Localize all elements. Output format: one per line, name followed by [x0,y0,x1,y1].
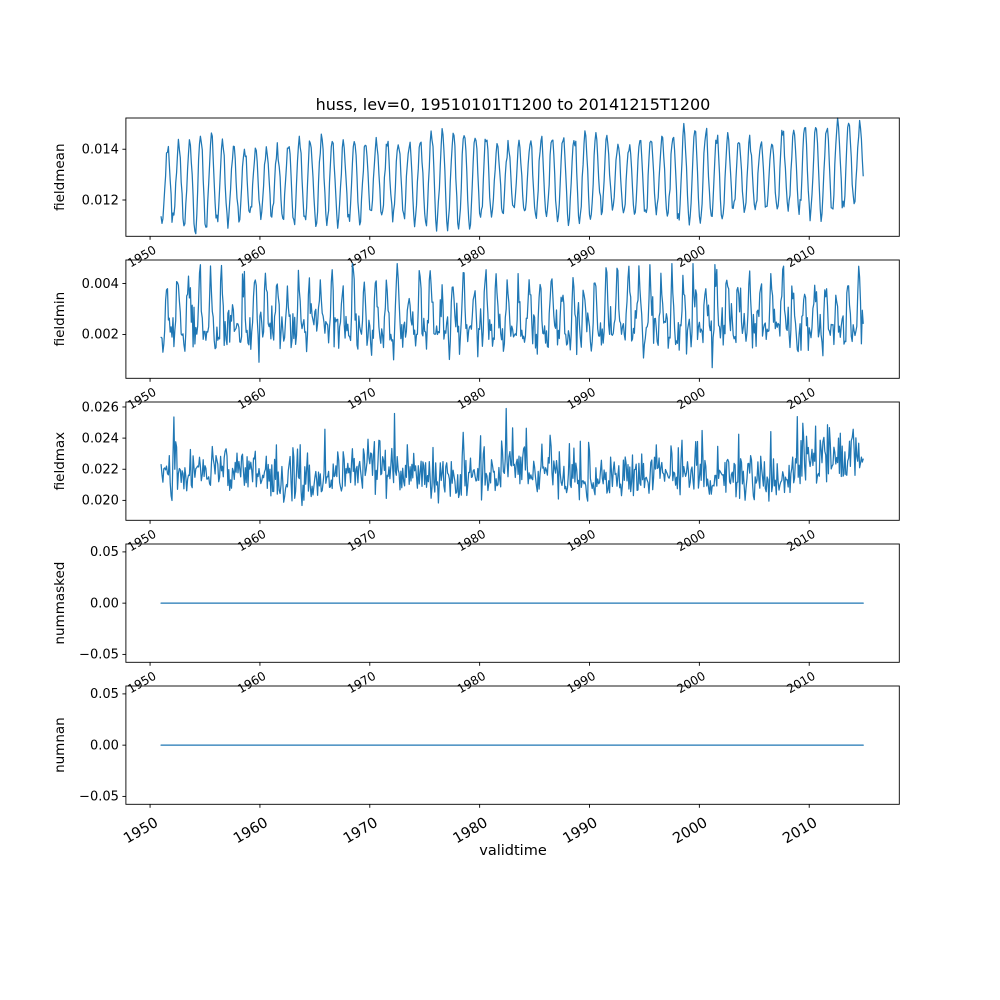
x-tick-label: 2000 [674,669,707,696]
x-tick-label: 2000 [674,243,707,270]
y-tick-label: 0.05 [90,687,119,702]
series-line-fieldmean [160,117,864,235]
x-tick-label: 1970 [345,527,378,554]
y-tick-label: 0.022 [82,463,119,478]
x-tick-label: 1980 [455,385,488,412]
subplot-frame-fieldmean [125,117,900,237]
x-tick-label: 1970 [345,669,378,696]
y-tick-label: 0.004 [82,277,119,292]
y-tick-label: 0.00 [90,738,119,753]
y-tick-label: 0.024 [82,431,119,446]
y-tick-label: −0.05 [79,648,119,663]
x-tick-label: 1960 [235,527,268,554]
x-tick-label: 1950 [125,527,158,554]
x-tick-label: 1960 [235,243,268,270]
y-tick-label: 0.00 [90,596,119,611]
x-tick-label: 2000 [674,527,707,554]
x-tick-label: 1990 [565,527,598,554]
y-tick-label: 0.026 [82,400,119,415]
x-tick-label: 1970 [345,243,378,270]
y-tick-label: 0.020 [82,494,119,509]
subplot-frame-fieldmin [125,259,900,379]
x-tick-label: 1990 [565,385,598,412]
y-axis-label-nummasked: nummasked [52,562,68,645]
subplot-frame-fieldmax [125,401,900,521]
x-tick-label: 1950 [125,243,158,270]
x-tick-label: 1960 [235,385,268,412]
x-tick-label: 2000 [674,385,707,412]
series-line-fieldmax [160,407,864,507]
x-tick-label: 1980 [455,527,488,554]
x-tick-label: 1990 [565,669,598,696]
y-axis-label-numnan: numnan [52,717,68,773]
x-tick-label: 1980 [455,243,488,270]
y-tick-label: 0.014 [82,143,119,158]
x-tick-label: 2010 [784,527,817,554]
x-tick-label: 1990 [565,243,598,270]
x-tick-label: 2010 [784,243,817,270]
x-tick-label: 1960 [235,669,268,696]
y-tick-label: 0.05 [90,545,119,560]
x-tick-label: 1970 [345,385,378,412]
x-tick-label: 1950 [125,385,158,412]
x-tick-label: 2010 [784,385,817,412]
x-tick-label: 1950 [125,669,158,696]
x-tick-label: 2010 [784,669,817,696]
y-tick-label: −0.05 [79,790,119,805]
chart-title: huss, lev=0, 19510101T1200 to 20141215T1… [315,95,711,114]
y-axis-label-fieldmean: fieldmean [52,143,68,210]
y-tick-label: 0.002 [82,328,119,343]
x-tick-label: 1980 [455,669,488,696]
y-tick-label: 0.012 [82,193,119,208]
y-axis-label-fieldmax: fieldmax [52,432,68,491]
y-axis-label-fieldmin: fieldmin [52,292,68,347]
x-axis-label: validtime [479,843,547,859]
series-line-fieldmin [160,262,864,369]
